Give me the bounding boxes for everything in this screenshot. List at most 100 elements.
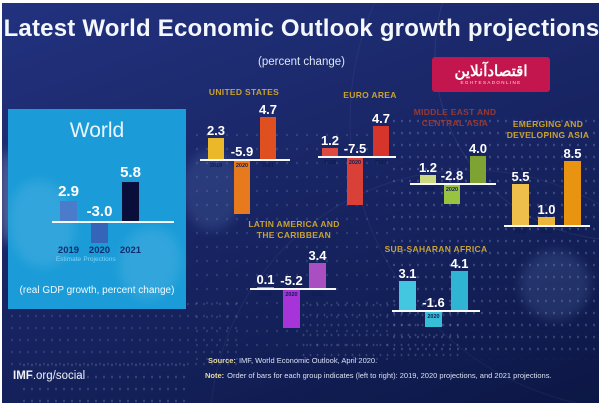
frame-edge xyxy=(599,0,603,403)
bar-us-2020 xyxy=(234,161,250,214)
logo-latin-text: EGHTESADONLINE xyxy=(460,80,522,86)
bar-euro-2019 xyxy=(322,148,338,156)
note-line: Note: Order of bars for each group indica… xyxy=(205,371,552,380)
world-panel-caption: (real GDP growth, percent change) xyxy=(19,285,175,296)
value-label-ssa-2020: -1.6 xyxy=(422,295,445,310)
bar-latam-2021 xyxy=(309,263,326,288)
value-label-world-2020: -3.0 xyxy=(86,203,113,220)
year-label-euro-2019: 2019 xyxy=(323,160,337,166)
year-label-me-2020: 2020 xyxy=(445,187,459,193)
region-title-us: UNITED STATES xyxy=(169,87,319,98)
value-label-latam-2020: -5.2 xyxy=(280,273,303,288)
region-title-asia: EMERGING AND DEVELOPING ASIA xyxy=(473,119,603,141)
value-label-me-2020: -2.8 xyxy=(440,168,464,183)
bar-us-2021 xyxy=(260,117,276,159)
year-sublabel-world-2020: Projections xyxy=(83,256,116,263)
baseline-latam xyxy=(250,288,336,290)
page-subtitle: (percent change) xyxy=(258,56,345,68)
value-label-asia-2019: 5.5 xyxy=(511,169,530,184)
baseline-euro xyxy=(318,156,396,158)
value-label-us-2020: -5.9 xyxy=(230,144,254,159)
value-label-asia-2021: 8.5 xyxy=(563,146,582,161)
value-label-euro-2021: 4.7 xyxy=(371,111,391,126)
year-label-me-2019: 2019 xyxy=(421,187,435,193)
map-dots-texture xyxy=(8,298,243,370)
value-label-ssa-2021: 4.1 xyxy=(450,256,469,271)
bar-me-2021 xyxy=(470,156,486,183)
imf-social-link[interactable]: IMF.org/social xyxy=(13,370,85,382)
year-label-latam-2019: 2019 xyxy=(259,292,272,298)
bar-ssa-2021 xyxy=(451,271,468,310)
year-label-euro-2020: 2020 xyxy=(348,160,362,166)
value-label-us-2021: 4.7 xyxy=(258,102,278,117)
year-label-asia-2019: 2019 xyxy=(514,229,527,235)
imf-social-rest: .org/social xyxy=(32,370,86,382)
year-label-ssa-2020: 2020 xyxy=(427,314,440,320)
region-title-line: MIDDLE EAST AND xyxy=(413,107,497,117)
region-title-ssa: SUB-SAHARAN AFRICA xyxy=(361,244,511,255)
region-title-me: MIDDLE EAST AND CENTRAL ASIA xyxy=(380,107,530,129)
page-title: Latest World Economic Outlook growth pro… xyxy=(3,15,600,42)
map-dots-texture xyxy=(20,359,185,403)
year-label-world-2020: 2020 xyxy=(88,245,111,256)
world-panel-title: World xyxy=(69,119,125,142)
source-line: Source: IMF, World Economic Outlook, Apri… xyxy=(208,356,377,365)
year-label-us-2020: 2020 xyxy=(235,163,249,169)
map-dots-texture xyxy=(390,115,595,360)
bar-ssa-2019 xyxy=(399,281,416,310)
year-label-asia-2020: 2020 xyxy=(540,229,553,235)
bar-world-2021 xyxy=(122,182,139,221)
map-blob xyxy=(520,250,590,320)
map-blob xyxy=(182,150,242,230)
region-title-line: CENTRAL ASIA xyxy=(421,118,489,129)
year-label-world-2021: 2021 xyxy=(119,245,142,256)
bar-asia-2020 xyxy=(538,217,555,225)
baseline-us xyxy=(200,159,290,161)
value-label-me-2019: 1.2 xyxy=(418,160,438,175)
year-label-world-2019: 2019 xyxy=(57,245,80,256)
bar-world-2020 xyxy=(91,223,108,243)
value-label-latam-2021: 3.4 xyxy=(308,248,327,263)
region-title-line: DEVELOPING ASIA xyxy=(506,130,590,141)
baseline-me xyxy=(410,183,496,185)
source-text: IMF, World Economic Outlook, April 2020. xyxy=(238,356,378,365)
value-label-latam-2019: 0.1 xyxy=(256,272,275,287)
region-title-line: LATIN AMERICA AND xyxy=(248,219,340,229)
year-label-euro-2021: 2021 xyxy=(374,160,388,166)
map-patch xyxy=(120,229,180,299)
bar-ssa-2020 xyxy=(425,312,442,327)
map-patch xyxy=(10,181,74,267)
year-label-latam-2020: 2020 xyxy=(285,292,298,298)
bar-euro-2020 xyxy=(347,158,363,205)
note-label: Note: xyxy=(205,371,225,380)
frame-edge xyxy=(0,0,2,403)
value-label-asia-2020: 1.0 xyxy=(537,202,556,217)
year-sublabel-world-2019: Estimate xyxy=(55,256,82,263)
region-title-line: SUB-SAHARAN AFRICA xyxy=(384,244,488,254)
year-label-ssa-2019: 2019 xyxy=(401,314,414,320)
year-label-ssa-2021: 2021 xyxy=(453,314,466,320)
bar-latam-2020 xyxy=(283,290,300,328)
source-label: Source: xyxy=(208,356,236,365)
region-title-euro: EURO AREA xyxy=(295,90,445,101)
bar-asia-2019 xyxy=(512,184,529,225)
value-label-ssa-2019: 3.1 xyxy=(398,266,417,281)
year-label-us-2019: 2019 xyxy=(209,163,223,169)
region-title-latam: LATIN AMERICA AND THE CARIBBEAN xyxy=(219,219,369,241)
year-label-me-2021: 2021 xyxy=(471,187,485,193)
region-title-line: THE CARIBBEAN xyxy=(256,230,332,241)
frame-edge xyxy=(0,0,603,3)
year-label-asia-2021: 2021 xyxy=(566,229,579,235)
region-title-line: UNITED STATES xyxy=(208,87,280,97)
world-summary-panel: World (real GDP growth, percent change) xyxy=(8,109,186,403)
year-label-us-2021: 2021 xyxy=(261,163,275,169)
bar-asia-2021 xyxy=(564,161,581,225)
baseline-ssa xyxy=(392,310,480,312)
baseline-world xyxy=(52,221,174,223)
value-label-me-2021: 4.0 xyxy=(468,141,488,156)
bar-me-2019 xyxy=(420,175,436,183)
bar-euro-2021 xyxy=(373,126,389,156)
value-label-us-2019: 2.3 xyxy=(206,123,226,138)
value-label-euro-2019: 1.2 xyxy=(320,133,340,148)
